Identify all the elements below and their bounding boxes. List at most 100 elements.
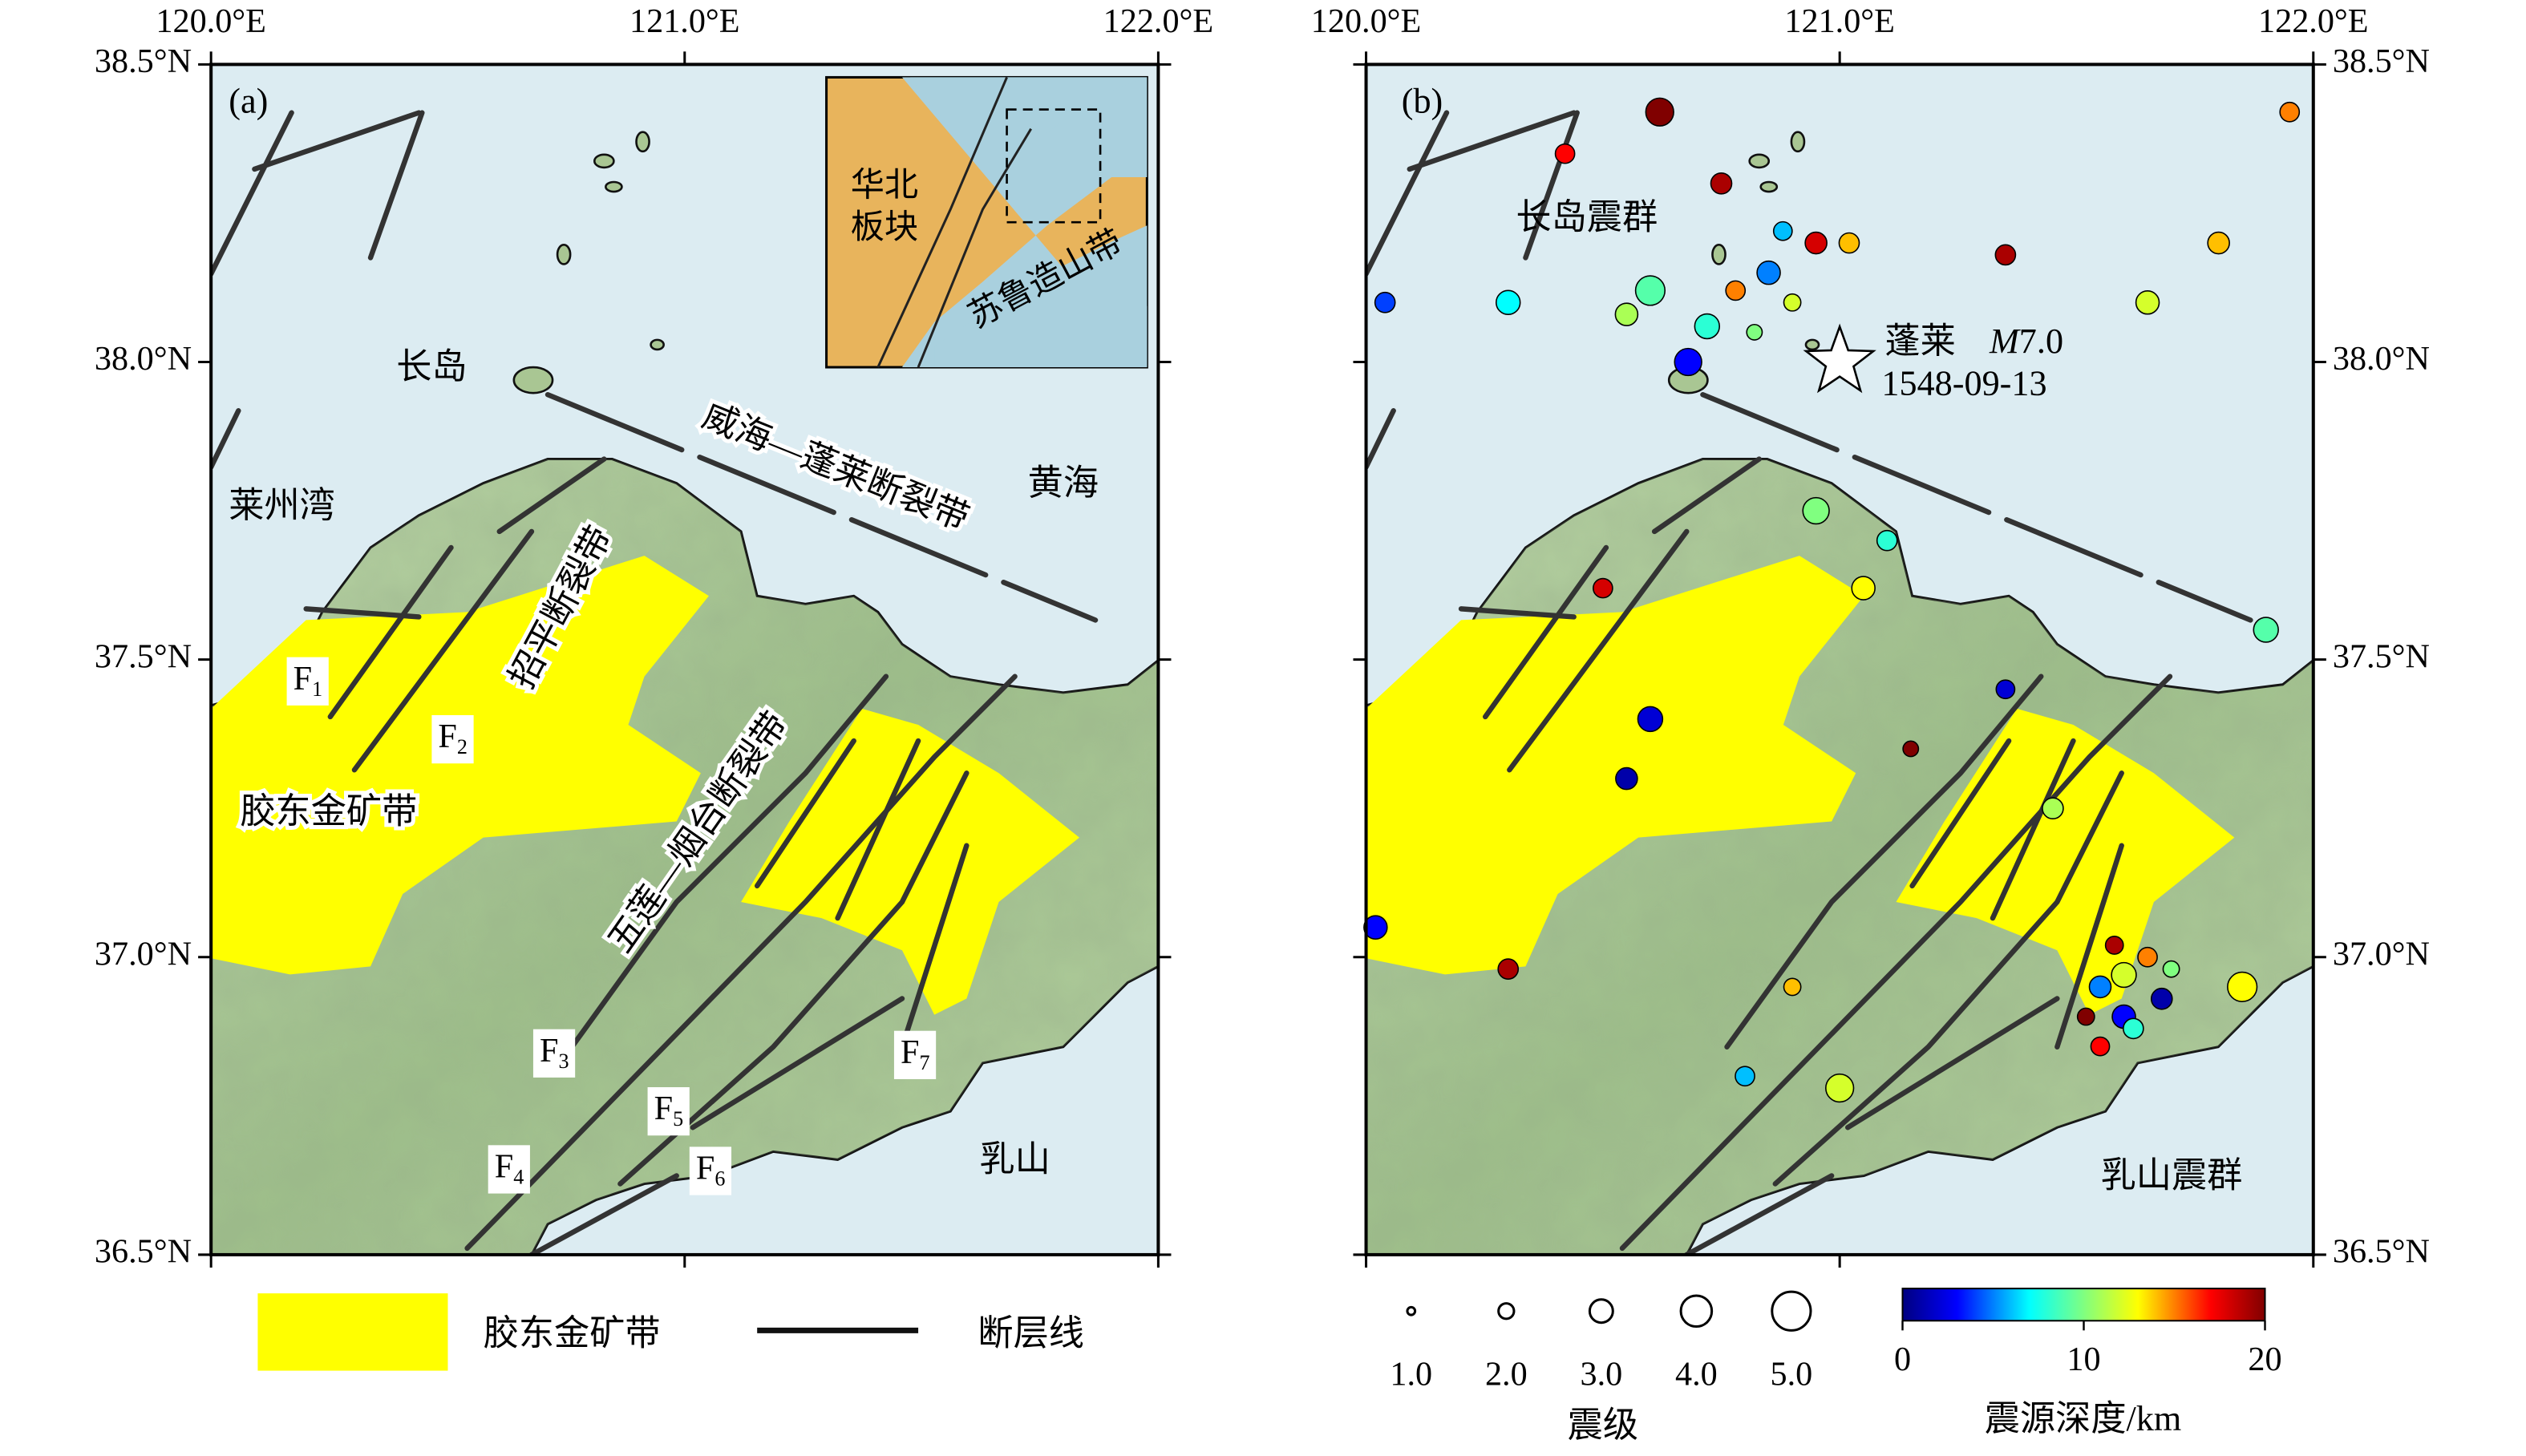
earthquake: [1634, 275, 1666, 306]
magnitude-legend: 1.0 2.0 3.0 4.0 5.0: [1390, 1290, 1813, 1393]
earthquake: [1592, 577, 1613, 599]
earthquake: [2253, 617, 2279, 643]
earthquake: [1710, 172, 1733, 195]
place-label: 长岛: [396, 347, 467, 386]
fault-index: 5: [673, 1107, 683, 1130]
earthquake: [2227, 971, 2258, 1003]
fault-letter: F: [438, 718, 456, 755]
fault-label: F5: [654, 1090, 684, 1130]
earthquake: [1783, 977, 1802, 997]
fault-label: F7: [901, 1033, 930, 1074]
fault-index: 1: [312, 677, 322, 701]
swarm-label: 长岛震群: [1516, 197, 1658, 237]
earthquake: [2135, 290, 2160, 315]
earthquake: [1554, 143, 1576, 164]
y-tick-label: 38.5°N: [95, 42, 192, 80]
label-box: [286, 657, 329, 706]
magnitude-value: 7.0: [2019, 322, 2063, 361]
earthquake: [2150, 987, 2173, 1010]
earthquake: [1995, 679, 2016, 700]
earthquake: [2090, 1036, 2111, 1057]
legend-label: 4.0: [1675, 1355, 1718, 1393]
y-tick-label: 37.0°N: [2333, 935, 2430, 973]
label-box: [431, 714, 474, 764]
figure-body: 华北 板块 苏鲁造山带 (a) 长岛 莱州湾 黄海 乳山 威海—蓬莱断裂带 招平…: [95, 2, 2430, 1445]
earthquake: [1725, 280, 1747, 301]
fault-label: F1: [293, 659, 323, 700]
earthquake: [1876, 529, 1898, 552]
fault-index: 7: [919, 1051, 929, 1074]
y-tick-label: 37.0°N: [95, 935, 192, 973]
axes: 120.0°E 121.0°E 122.0°E 36.5°N 37.0°N 37.5°N 3…: [95, 2, 2430, 1271]
earthquake: [1804, 231, 1828, 255]
legend-label: 胶东金矿带: [484, 1314, 661, 1353]
event-name: 蓬莱: [1884, 322, 1955, 361]
event-star: [1803, 323, 1876, 394]
swarm-label: 乳山震群: [2101, 1156, 2243, 1195]
earthquake: [1825, 1073, 1855, 1103]
earthquake: [2104, 936, 2124, 955]
earthquake: [2162, 960, 2180, 978]
y-tick-label: 38.0°N: [2333, 340, 2430, 378]
fault-index: 3: [558, 1050, 569, 1073]
x-tick-label: 121.0°E: [629, 2, 740, 40]
legend-circle: [1679, 1294, 1714, 1329]
label-box: [532, 1029, 576, 1078]
fault-letter: F: [901, 1033, 919, 1071]
event-date: 1548-09-13: [1881, 363, 2046, 402]
colorbar-label: 10: [2067, 1341, 2100, 1378]
legend-circle: [1588, 1298, 1614, 1325]
panel-label: (b): [1402, 82, 1443, 121]
earthquake: [2076, 1007, 2095, 1026]
legend-label: 5.0: [1771, 1355, 1813, 1393]
label-box: [893, 1030, 937, 1079]
earthquake: [1497, 958, 1520, 980]
earthquake: [1783, 293, 1802, 312]
earthquake: [1674, 347, 1702, 377]
legend-circle: [1771, 1290, 1812, 1332]
fault-label: F4: [495, 1147, 524, 1188]
legend-label: 断层线: [978, 1314, 1084, 1353]
place-label: 黄海: [1028, 463, 1099, 503]
colorbar-ticks: 0 10 20: [1894, 1321, 2282, 1378]
earthquake: [1363, 915, 1388, 940]
earthquake: [1802, 496, 1830, 525]
label-box: [689, 1147, 732, 1195]
colorbar-label: 20: [2248, 1341, 2281, 1378]
fault-label: F6: [696, 1149, 726, 1190]
earthquake: [1851, 576, 1876, 601]
earthquake: [2042, 797, 2064, 820]
earthquake: [1772, 220, 1793, 241]
earthquakes: [1363, 97, 2301, 1103]
earthquake: [1756, 260, 1781, 285]
x-tick-label: 122.0°E: [2258, 2, 2369, 40]
y-tick-label: 36.5°N: [95, 1233, 192, 1271]
earthquake: [1645, 97, 1674, 127]
earthquake: [2088, 975, 2112, 999]
earthquake: [1902, 740, 1920, 758]
legend-label: 2.0: [1485, 1355, 1528, 1393]
earthquake: [2111, 961, 2137, 989]
earthquake: [1614, 302, 1639, 326]
legend-circle: [1406, 1305, 1417, 1316]
earthquake: [2207, 231, 2230, 255]
panel-label: (a): [229, 82, 268, 121]
magnitude-symbol: M: [1989, 322, 2021, 361]
fault-label: F3: [540, 1032, 569, 1073]
legend-label: 3.0: [1580, 1355, 1622, 1393]
colorbar-title: 震源深度/km: [1985, 1399, 2182, 1438]
earthquake: [1637, 706, 1664, 733]
earthquake: [1735, 1066, 1755, 1087]
fault-letter: F: [696, 1149, 714, 1187]
place-label: 莱州湾: [229, 486, 335, 525]
y-tick-label: 37.5°N: [2333, 637, 2430, 675]
inset-map: 华北 板块 苏鲁造山带: [825, 75, 1148, 369]
colorbar: [1901, 1288, 2266, 1322]
earthquake: [1495, 289, 1521, 316]
legend-title: 震级: [1568, 1405, 1638, 1445]
fault-letter: F: [293, 659, 312, 697]
y-tick-label: 37.5°N: [95, 637, 192, 675]
earthquake: [2123, 1017, 2144, 1040]
